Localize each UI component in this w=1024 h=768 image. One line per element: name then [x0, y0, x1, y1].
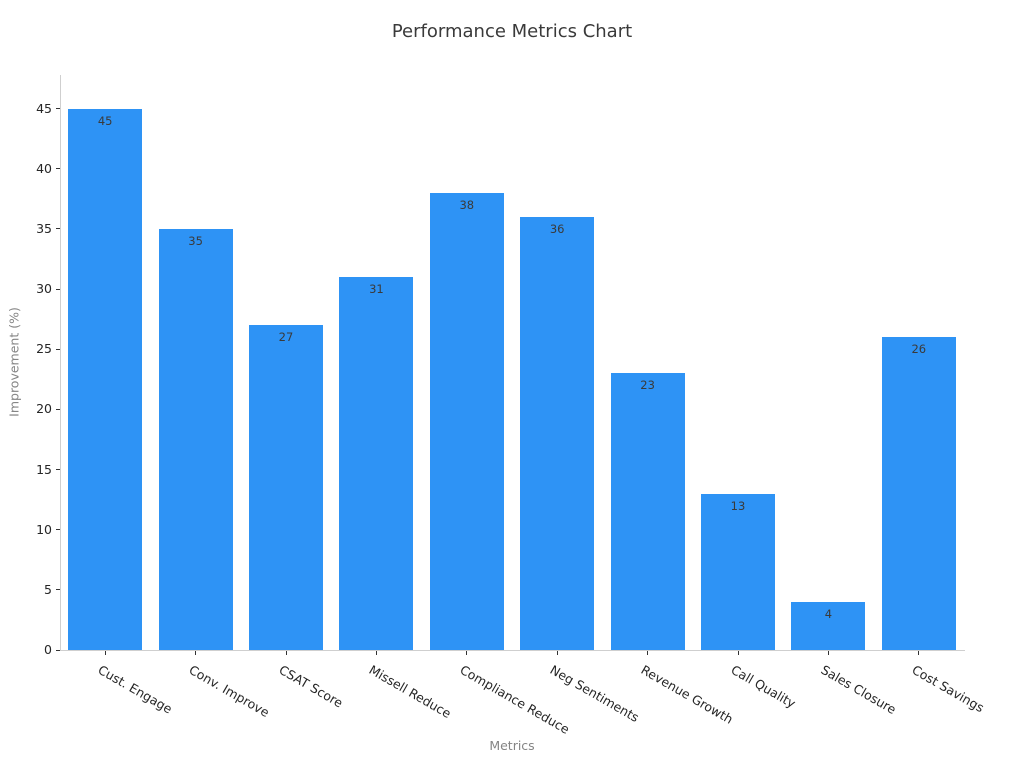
bar-value-label: 13 — [730, 498, 746, 513]
x-tick — [647, 651, 649, 655]
y-tick-label: 45 — [36, 100, 52, 116]
bar: 4 — [791, 601, 866, 650]
y-tick-label: 30 — [36, 281, 52, 297]
bar-value-label: 26 — [911, 342, 927, 357]
bar-value-label: 35 — [188, 233, 203, 248]
y-tick — [56, 228, 60, 230]
y-tick — [56, 288, 60, 290]
bar: 23 — [610, 373, 685, 650]
y-tick-label: 15 — [36, 461, 52, 477]
chart-title: Performance Metrics Chart — [391, 21, 633, 42]
x-tick-label: Sales Closure — [818, 662, 900, 718]
y-tick-label: 25 — [36, 341, 52, 357]
bar: 27 — [249, 325, 323, 650]
x-tick — [466, 651, 468, 655]
y-tick — [56, 168, 60, 170]
x-tick-label: Cost Savings — [909, 662, 987, 716]
x-axis-spine — [60, 650, 965, 651]
y-tick-label: 10 — [36, 521, 52, 537]
bar-value-label: 23 — [640, 378, 655, 393]
y-tick — [56, 408, 60, 410]
bar: 31 — [339, 277, 414, 650]
x-tick — [195, 651, 197, 655]
bar-value-label: 45 — [97, 113, 113, 128]
x-tick-label: Conv. Improve — [186, 662, 272, 721]
bar: 38 — [429, 192, 504, 650]
x-tick — [375, 651, 377, 655]
plot-area: 0 5 10 15 20 25 30 35 40 45 45 Cust. Engage 35 Conv. … — [36, 75, 987, 737]
y-tick-label: 40 — [36, 160, 52, 176]
x-tick-label: CSAT Score — [276, 662, 346, 711]
x-tick-label: Call Quality — [728, 662, 799, 711]
bar-value-label: 38 — [459, 197, 475, 212]
y-axis-label: Improvement (%) — [6, 307, 22, 417]
y-axis-spine — [60, 75, 61, 651]
x-tick — [285, 651, 287, 655]
bar: 36 — [520, 216, 595, 650]
x-tick — [556, 651, 558, 655]
bar-value-label: 36 — [549, 221, 565, 236]
y-tick — [56, 108, 60, 110]
y-tick-label: 5 — [44, 581, 52, 597]
y-tick-label: 35 — [36, 220, 52, 236]
x-tick — [918, 651, 920, 655]
x-tick-label: Cust. Engage — [95, 662, 176, 717]
bar-value-label: 27 — [278, 330, 294, 345]
bar: 13 — [701, 493, 775, 650]
y-tick — [56, 348, 60, 350]
x-tick-label: Neg Sentiments — [547, 662, 642, 726]
x-axis-label: Metrics — [489, 738, 535, 753]
bar-value-label: 31 — [369, 282, 384, 297]
bar: 45 — [68, 108, 143, 650]
x-tick-label: Missell Reduce — [366, 662, 455, 722]
y-tick — [56, 589, 60, 591]
bar: 35 — [158, 228, 233, 650]
bar: 26 — [881, 337, 956, 650]
bar-value-label: 4 — [824, 606, 833, 621]
x-tick — [104, 651, 106, 655]
y-tick-label: 20 — [36, 401, 52, 417]
x-tick — [827, 651, 829, 655]
y-tick — [56, 649, 60, 651]
y-tick — [56, 469, 60, 471]
y-tick-label: 0 — [44, 642, 52, 657]
x-tick-label: Revenue Growth — [638, 662, 736, 727]
y-tick — [56, 529, 60, 531]
x-tick — [737, 651, 739, 655]
